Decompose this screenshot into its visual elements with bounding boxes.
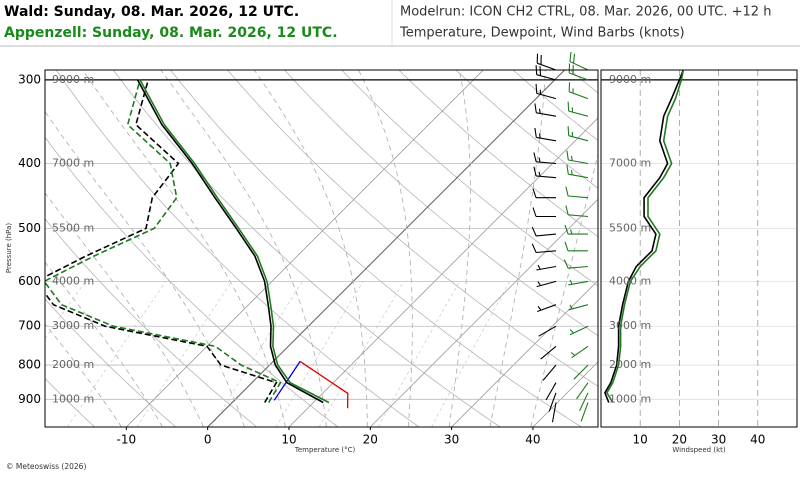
height-label: 4000 m bbox=[52, 274, 94, 287]
y-axis-label: Pressure (hPa) bbox=[5, 223, 13, 273]
y-tick-label: 900 bbox=[18, 392, 41, 406]
x-tick-label: 0 bbox=[204, 433, 212, 447]
left-title: Wald: Sunday, 08. Mar. 2026, 12 UTC. bbox=[4, 4, 299, 20]
height-label: 9000 m bbox=[609, 73, 651, 86]
x-tick-label: 40 bbox=[525, 433, 540, 447]
height-label: 4000 m bbox=[609, 274, 651, 287]
height-label: 2000 m bbox=[52, 358, 94, 371]
height-label: 2000 m bbox=[609, 358, 651, 371]
x-tick-label: 20 bbox=[363, 433, 378, 447]
y-tick-label: 400 bbox=[18, 156, 41, 170]
y-tick-label: 700 bbox=[18, 319, 41, 333]
height-label: 7000 m bbox=[52, 157, 94, 170]
y-tick-label: 800 bbox=[18, 358, 41, 372]
x-tick-label: 20 bbox=[672, 433, 687, 447]
y-tick-label: 500 bbox=[18, 221, 41, 235]
height-label: 7000 m bbox=[609, 157, 651, 170]
height-label: 5500 m bbox=[609, 221, 651, 234]
height-label: 9000 m bbox=[52, 73, 94, 86]
right-title: Modelrun: ICON CH2 CTRL, 08. Mar. 2026, … bbox=[400, 5, 771, 20]
y-tick-label: 300 bbox=[18, 72, 41, 86]
height-label: 5500 m bbox=[52, 221, 94, 234]
height-label: 1000 m bbox=[52, 392, 94, 405]
y-tick-label: 600 bbox=[18, 274, 41, 288]
x-tick-label: 30 bbox=[711, 433, 726, 447]
x-tick-label: 30 bbox=[444, 433, 459, 447]
x-axis-label: Temperature (°C) bbox=[294, 446, 356, 454]
x-tick-label: 10 bbox=[633, 433, 648, 447]
right-subtitle: Temperature, Dewpoint, Wind Barbs (knots… bbox=[399, 26, 685, 41]
left-subtitle: Appenzell: Sunday, 08. Mar. 2026, 12 UTC… bbox=[4, 25, 338, 41]
x-tick-label: 40 bbox=[750, 433, 765, 447]
footer: © Meteoswiss (2026) bbox=[6, 462, 86, 471]
wind-axis-label: Windspeed (kt) bbox=[672, 446, 725, 454]
height-label: 3000 m bbox=[52, 319, 94, 332]
height-label: 1000 m bbox=[609, 392, 651, 405]
x-tick-label: 10 bbox=[281, 433, 296, 447]
height-label: 3000 m bbox=[609, 319, 651, 332]
x-tick-label: -10 bbox=[117, 433, 137, 447]
